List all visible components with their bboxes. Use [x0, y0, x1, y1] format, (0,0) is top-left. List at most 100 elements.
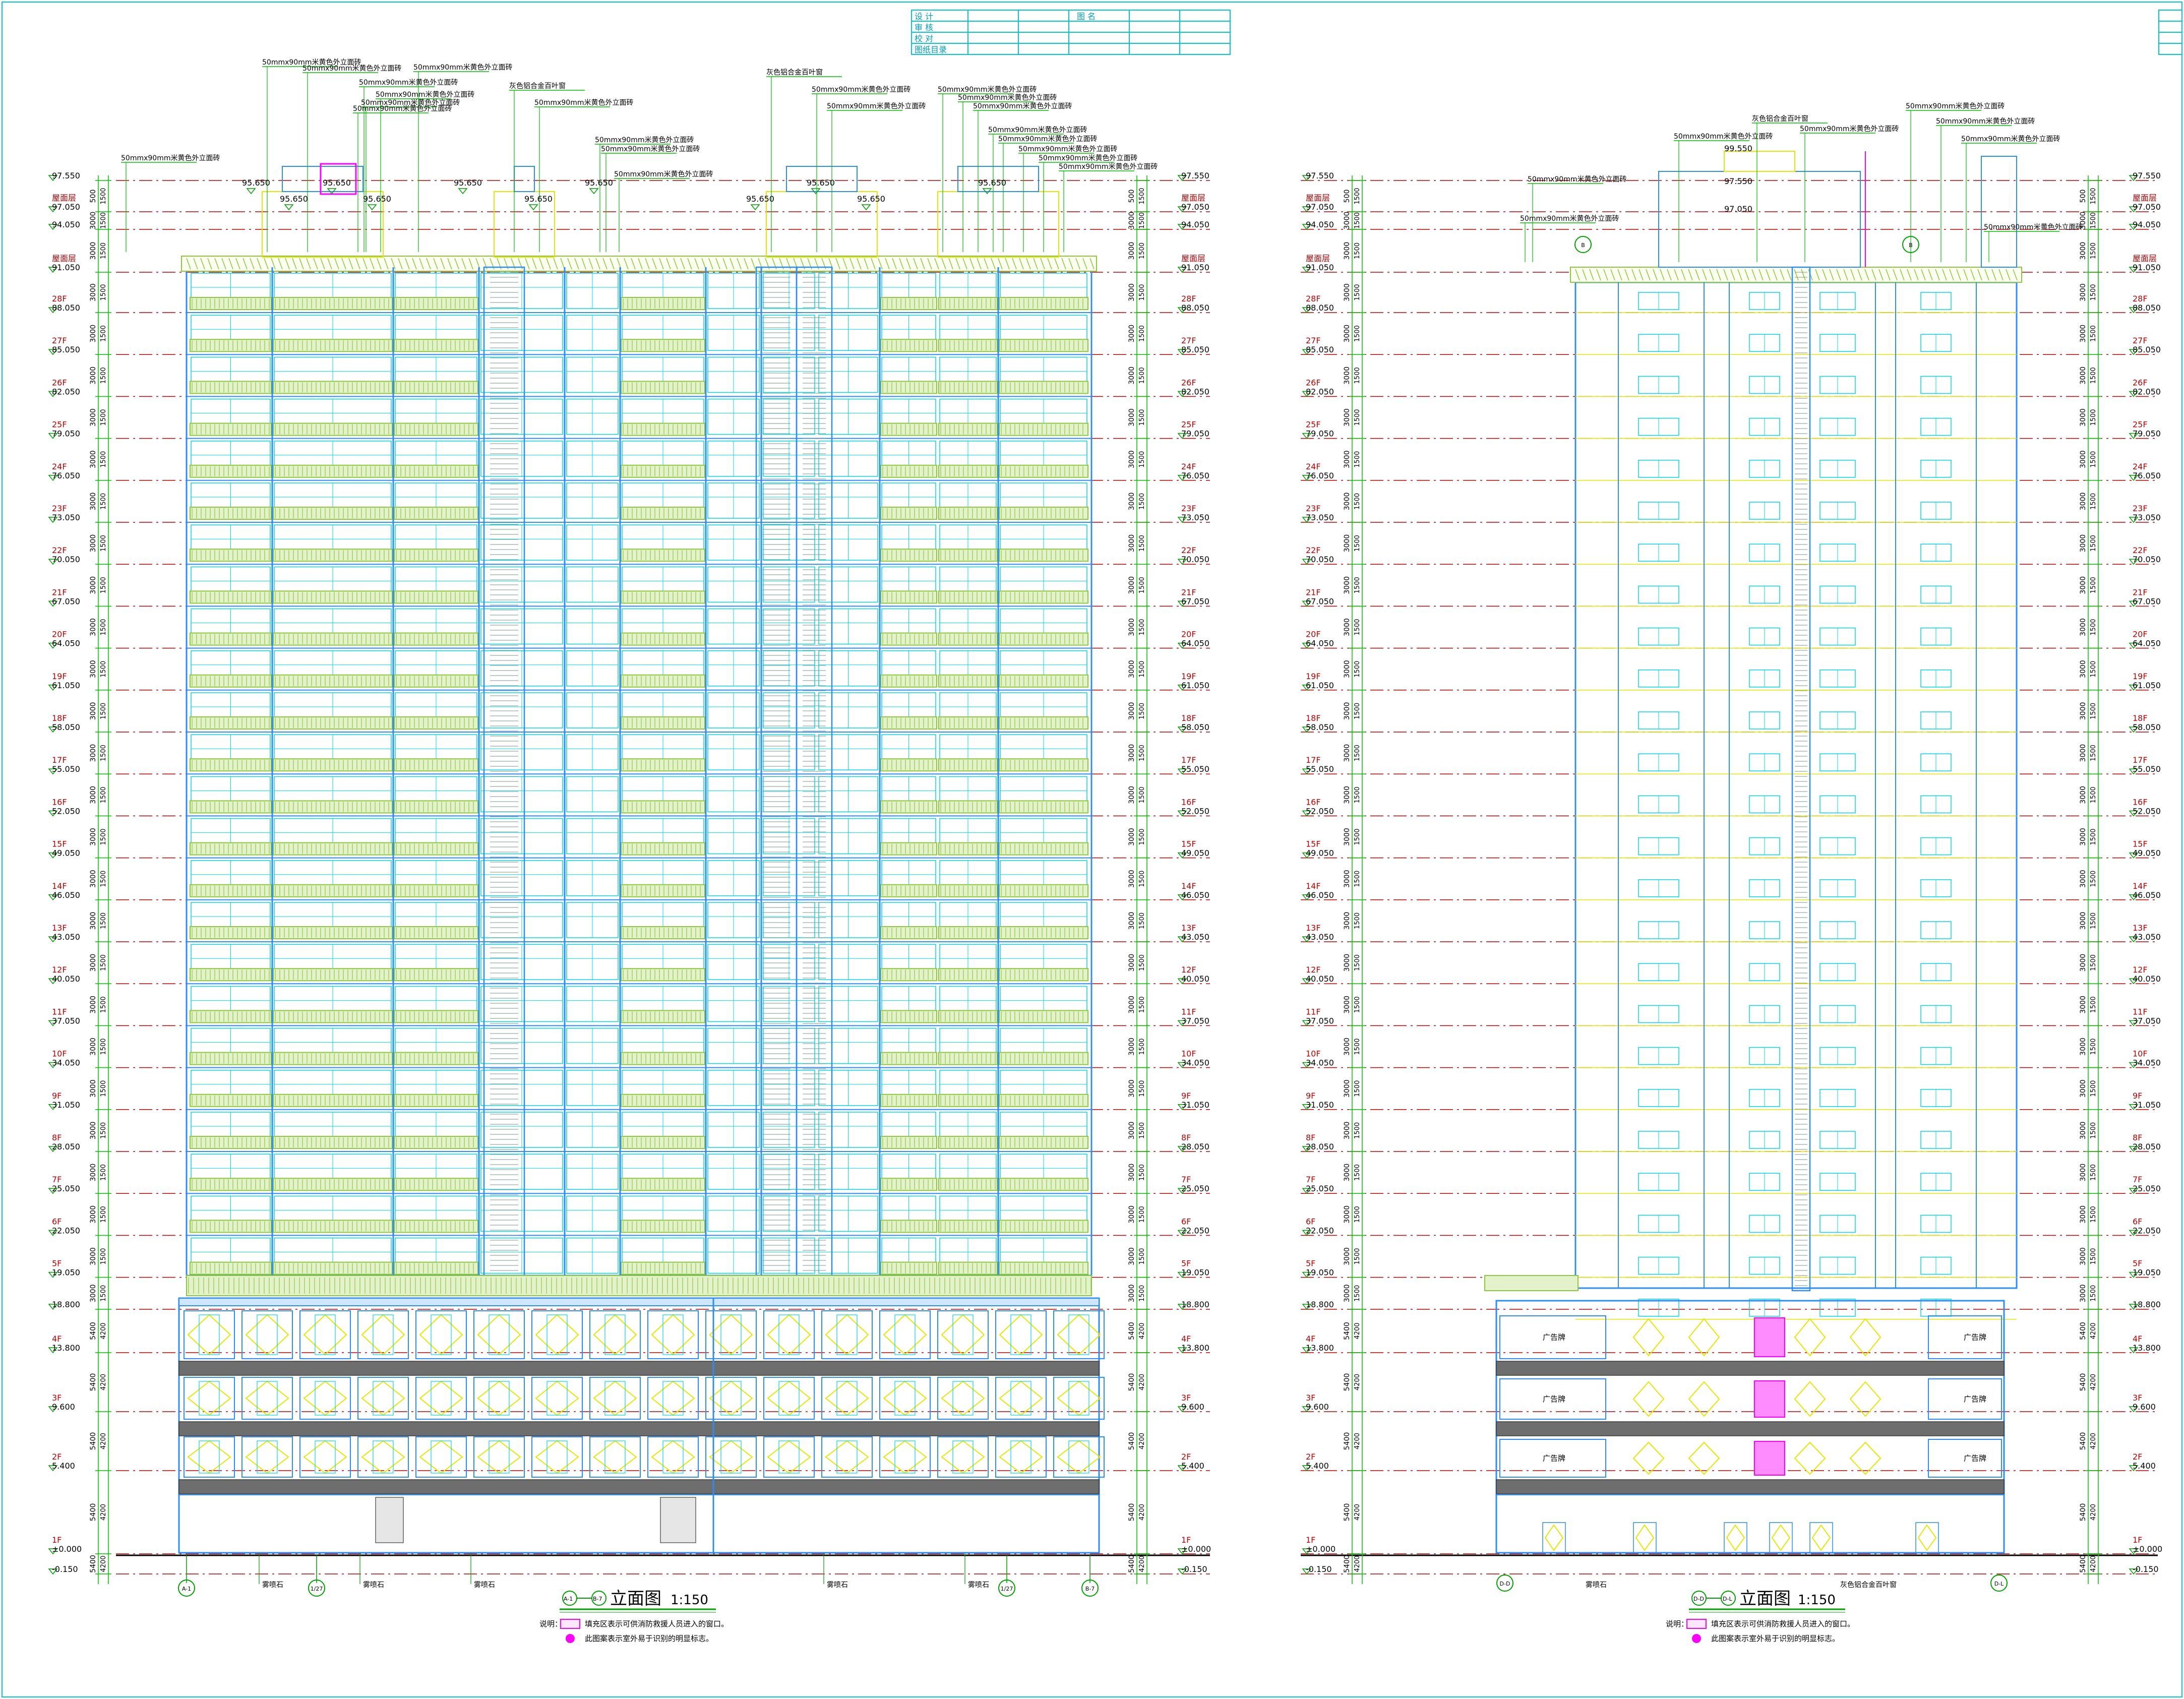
- parapet-hatch: [454, 258, 459, 270]
- parapet-hatch: [532, 258, 537, 270]
- balcony-rail: [880, 758, 937, 772]
- balcony-rail: [880, 674, 937, 688]
- balcony-rail: [999, 674, 1088, 688]
- parapet-hatch: [581, 258, 586, 270]
- parapet-hatch: [1047, 258, 1052, 270]
- parapet-hatch: [313, 258, 318, 270]
- balcony-rail: [880, 1094, 937, 1107]
- balcony-rail: [190, 339, 272, 352]
- balcony-rail: [621, 1220, 705, 1233]
- parapet-hatch: [1068, 258, 1073, 270]
- balcony-rail: [621, 297, 705, 310]
- balcony-rail: [999, 1178, 1088, 1191]
- balcony-rail: [394, 1136, 478, 1149]
- balcony-rail: [621, 632, 705, 646]
- parapet-hatch: [257, 258, 262, 270]
- balcony-rail: [621, 1261, 705, 1275]
- parapet-hatch: [553, 258, 558, 270]
- parapet-hatch: [977, 258, 982, 270]
- parapet-hatch: [913, 258, 918, 270]
- balcony-rail: [999, 1052, 1088, 1065]
- parapet-hatch: [186, 258, 191, 270]
- balcony-rail: [190, 674, 272, 688]
- balcony-rail: [621, 1178, 705, 1191]
- title-block-name: 图 名: [1077, 12, 1096, 21]
- roof-box: [514, 166, 535, 192]
- balcony-rail: [621, 1136, 705, 1149]
- balcony-rail: [880, 464, 937, 478]
- parapet-hatch: [659, 258, 664, 270]
- parapet-hatch: [242, 258, 248, 270]
- balcony-rail: [621, 968, 705, 982]
- balcony-rail: [880, 884, 937, 897]
- parapet-hatch: [391, 258, 396, 270]
- parapet-hatch: [207, 258, 212, 270]
- balcony-rail: [190, 590, 272, 604]
- parapet-hatch: [638, 258, 643, 270]
- balcony-rail: [999, 926, 1088, 939]
- parapet-hatch: [1005, 258, 1010, 270]
- balcony-rail: [273, 1010, 393, 1023]
- balcony-rail: [880, 1178, 937, 1191]
- parapet-hatch: [687, 258, 692, 270]
- balcony-rail: [621, 381, 705, 394]
- balcony-rail: [394, 926, 478, 939]
- parapet-hatch: [835, 258, 840, 270]
- parapet-hatch: [341, 258, 346, 270]
- balcony-rail: [394, 507, 478, 520]
- balcony-rail: [190, 1136, 272, 1149]
- balcony-rail: [190, 968, 272, 982]
- parapet-hatch: [250, 258, 255, 270]
- balcony-rail: [190, 758, 272, 772]
- parapet-hatch: [539, 258, 544, 270]
- parapet-hatch: [426, 258, 431, 270]
- balcony-rail: [999, 758, 1088, 772]
- parapet-hatch: [214, 258, 219, 270]
- title-block-row-3: 校 对: [915, 34, 933, 43]
- parapet-hatch: [948, 258, 953, 270]
- parapet-hatch: [941, 258, 946, 270]
- balcony-rail: [394, 339, 478, 352]
- balcony-rail: [394, 422, 478, 436]
- balcony-rail: [999, 297, 1088, 310]
- parapet-hatch: [1012, 258, 1017, 270]
- parapet-hatch: [694, 258, 699, 270]
- parapet-hatch: [384, 258, 389, 270]
- balcony-rail: [394, 1178, 478, 1191]
- balcony-rail: [273, 1261, 393, 1275]
- balcony-rail: [273, 1136, 393, 1149]
- balcony-rail: [394, 674, 478, 688]
- balcony-rail: [190, 926, 272, 939]
- balcony-rail: [394, 549, 478, 562]
- parapet-hatch: [991, 258, 996, 270]
- parapet-hatch: [934, 258, 939, 270]
- balcony-rail: [999, 884, 1088, 897]
- balcony-rail: [621, 884, 705, 897]
- parapet-hatch: [567, 258, 572, 270]
- parapet-hatch: [737, 258, 742, 270]
- title-block-right-edge: [2158, 10, 2182, 55]
- balcony-rail: [190, 1220, 272, 1233]
- balcony-rail: [273, 1052, 393, 1065]
- balcony-rail: [190, 884, 272, 897]
- balcony-rail: [880, 1136, 937, 1149]
- roof-box: [282, 166, 363, 192]
- balcony-rail: [190, 549, 272, 562]
- balcony-rail: [880, 968, 937, 982]
- parapet-hatch: [850, 258, 855, 270]
- parapet-hatch: [292, 258, 297, 270]
- parapet-hatch: [299, 258, 304, 270]
- parapet-hatch: [377, 258, 382, 270]
- balcony-rail: [999, 632, 1088, 646]
- balcony-rail: [621, 590, 705, 604]
- balcony-rail: [273, 549, 393, 562]
- parapet-hatch: [235, 258, 240, 270]
- balcony-rail: [394, 1052, 478, 1065]
- parapet-hatch: [1026, 258, 1031, 270]
- parapet-hatch: [327, 258, 332, 270]
- balcony-rail: [394, 716, 478, 730]
- balcony-rail: [273, 632, 393, 646]
- balcony-rail: [394, 1220, 478, 1233]
